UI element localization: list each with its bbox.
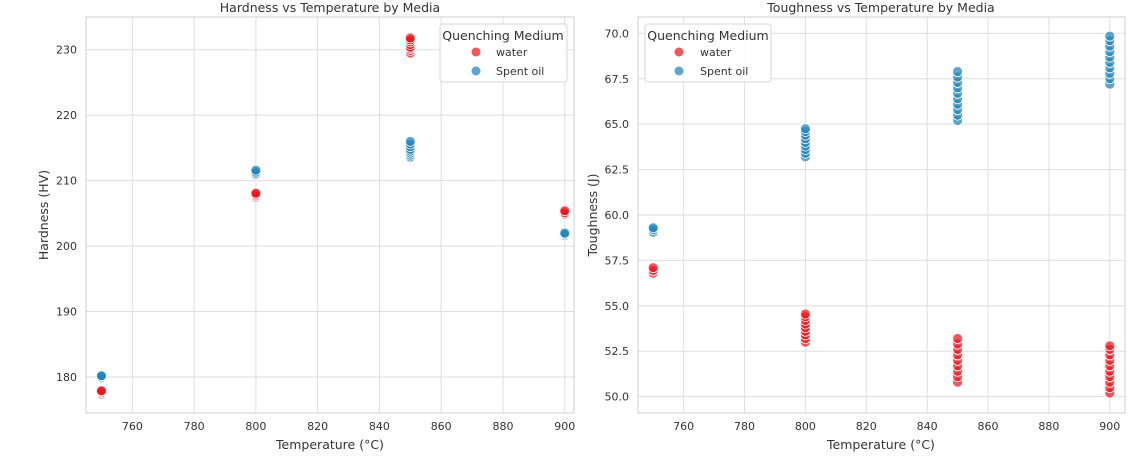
point-spent-oil [96, 370, 107, 382]
y-tick-label: 65.0 [605, 118, 630, 131]
point-spent-oil [800, 123, 811, 135]
point-spent-oil [1104, 30, 1116, 42]
x-tick-label: 780 [184, 420, 205, 433]
x-tick-label: 860 [431, 420, 452, 433]
legend-label-water: water [700, 46, 732, 59]
point-water [250, 187, 262, 199]
legend-title: Quenching Medium [647, 28, 768, 43]
x-tick-label: 880 [492, 420, 513, 433]
y-tick-label: 220 [56, 109, 77, 122]
legend-marker-water [674, 47, 684, 57]
y-tick-label: 190 [56, 306, 77, 319]
point-water [800, 308, 811, 320]
legend: Quenching Medium water Spent oil [439, 23, 568, 83]
x-tick-label: 800 [795, 420, 816, 433]
x-tick-label: 820 [856, 420, 877, 433]
x-tick-label: 820 [307, 420, 328, 433]
x-axis-label: Temperature (°C) [275, 437, 384, 452]
x-tick-label: 900 [554, 420, 575, 433]
y-axis-label: Toughness (J) [585, 174, 600, 258]
y-tick-labels: 50.0 52.5 55.0 57.5 60.0 62.5 65.0 67.5 70.0 [605, 27, 630, 403]
x-tick-label: 760 [122, 420, 143, 433]
toughness-chart: Toughness vs Temperature by Media 760 780… [585, 0, 1126, 452]
x-tick-label: 860 [978, 420, 999, 433]
point-spent-oil [559, 227, 571, 239]
x-tick-label: 900 [1099, 420, 1120, 433]
x-axis-label: Temperature (°C) [826, 437, 935, 452]
legend-box [439, 23, 568, 83]
y-tick-label: 180 [56, 371, 77, 384]
y-tick-label: 57.5 [605, 254, 630, 267]
point-spent-oil [952, 66, 963, 77]
point-water [647, 262, 659, 274]
y-gridlines [86, 49, 574, 378]
point-spent-oil [647, 222, 659, 234]
y-tick-label: 62.5 [605, 164, 630, 177]
point-spent-oil [250, 164, 262, 176]
plot-frame [637, 16, 1126, 414]
y-tick-label: 55.0 [605, 300, 630, 313]
y-tick-label: 60.0 [605, 209, 630, 222]
plot-frame [85, 16, 575, 414]
y-tick-label: 210 [56, 175, 77, 188]
y-tick-label: 70.0 [605, 27, 630, 40]
point-spent-oil [404, 135, 416, 147]
legend-marker-spent-oil [471, 66, 481, 76]
y-gridlines [638, 32, 1125, 398]
point-water [404, 32, 416, 44]
y-tick-label: 52.5 [605, 345, 630, 358]
x-tick-label: 800 [245, 420, 266, 433]
hardness-chart: Hardness vs Temperature by Media 760 780 8… [36, 0, 575, 452]
point-water [952, 333, 963, 344]
x-tick-label: 780 [734, 420, 755, 433]
y-tick-label: 200 [56, 240, 77, 253]
point-water [96, 385, 107, 397]
y-tick-label: 50.0 [605, 391, 630, 404]
legend-label-spent-oil: Spent oil [496, 65, 544, 78]
x-tick-label: 840 [369, 420, 390, 433]
y-axis-label: Hardness (HV) [36, 170, 51, 260]
x-tick-label: 760 [673, 420, 694, 433]
chart-title: Hardness vs Temperature by Media [220, 0, 440, 15]
legend-marker-water [471, 47, 481, 57]
y-tick-label: 230 [56, 44, 77, 57]
x-tick-label: 840 [917, 420, 938, 433]
x-tick-labels: 760 780 800 820 840 860 880 900 [673, 420, 1120, 433]
legend-title: Quenching Medium [442, 28, 563, 43]
data-points [96, 32, 571, 400]
x-tick-labels: 760 780 800 820 840 860 880 900 [122, 420, 575, 433]
legend-label-spent-oil: Spent oil [700, 65, 748, 78]
point-water [559, 205, 571, 217]
chart-title: Toughness vs Temperature by Media [766, 0, 994, 15]
x-tick-label: 880 [1038, 420, 1059, 433]
y-tick-labels: 180 190 200 210 220 230 [56, 44, 77, 384]
legend: Quenching Medium water Spent oil [644, 23, 772, 83]
legend-label-water: water [496, 46, 528, 59]
data-points [647, 30, 1116, 399]
legend-marker-spent-oil [674, 66, 684, 76]
x-gridlines [131, 17, 566, 413]
point-water [1104, 340, 1116, 352]
y-tick-label: 67.5 [605, 73, 630, 86]
